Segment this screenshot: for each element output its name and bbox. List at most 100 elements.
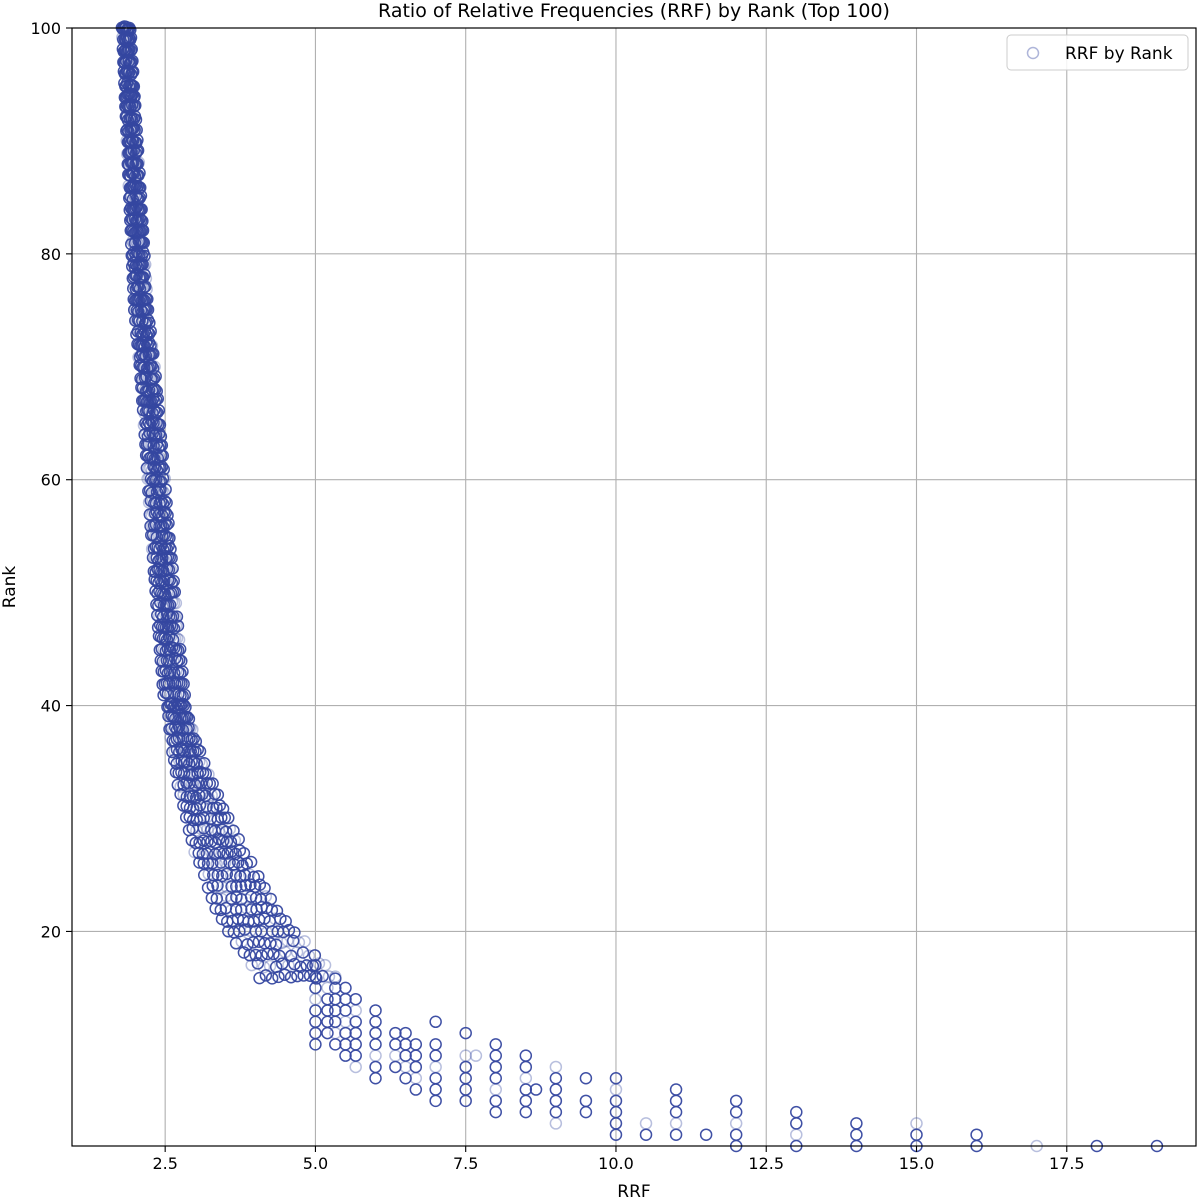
data-point <box>699 1128 713 1141</box>
y-tick-label: 100 <box>30 19 61 38</box>
data-point <box>157 463 170 476</box>
data-point <box>329 992 342 1006</box>
data-point <box>133 166 146 180</box>
data-point <box>176 697 189 711</box>
data-point <box>220 867 234 881</box>
data-point <box>369 1015 382 1029</box>
data-point <box>161 509 174 522</box>
data-point <box>579 1094 593 1108</box>
data-point <box>159 483 172 496</box>
data-point <box>489 1049 502 1062</box>
data-point <box>469 1049 483 1062</box>
data-point <box>339 992 352 1006</box>
data-point <box>145 415 159 428</box>
y-tick-label: 60 <box>41 471 61 490</box>
data-point <box>193 745 207 758</box>
data-point <box>167 753 181 767</box>
data-point <box>131 246 145 260</box>
data-point <box>216 802 230 816</box>
data-point <box>329 1004 342 1017</box>
data-point <box>286 934 300 948</box>
data-point <box>214 903 228 917</box>
data-point <box>429 1049 442 1062</box>
data-point <box>211 879 224 892</box>
data-point <box>639 1117 653 1130</box>
data-point <box>188 778 202 792</box>
data-point <box>145 359 158 373</box>
data-point <box>296 946 310 959</box>
data-point <box>176 665 189 678</box>
data-point <box>609 1071 623 1085</box>
x-tick-label: 12.5 <box>748 1154 784 1173</box>
data-point <box>519 1105 533 1119</box>
data-point <box>191 743 204 756</box>
data-point <box>177 698 191 712</box>
data-point <box>168 585 182 599</box>
data-point <box>519 1083 533 1096</box>
data-point <box>297 969 310 982</box>
data-point <box>169 596 183 610</box>
data-point <box>190 824 203 837</box>
data-point <box>349 1026 362 1040</box>
x-tick-label: 2.5 <box>152 1154 177 1173</box>
data-point <box>215 880 229 894</box>
data-point <box>291 969 304 983</box>
legend-box <box>1006 34 1189 71</box>
data-point <box>160 586 174 599</box>
data-point <box>519 1049 533 1062</box>
grid-lines <box>72 27 1196 1146</box>
data-point <box>790 1117 803 1130</box>
data-point <box>790 1128 803 1141</box>
data-point <box>196 847 210 861</box>
data-point <box>193 856 206 869</box>
data-point <box>409 1083 423 1096</box>
data-point <box>126 65 140 78</box>
data-point <box>255 949 268 962</box>
data-point <box>489 1083 502 1096</box>
data-point <box>339 1038 352 1051</box>
data-point <box>139 272 153 285</box>
data-point <box>233 924 246 938</box>
data-point <box>229 903 243 916</box>
data-point <box>399 1038 412 1051</box>
data-point <box>187 732 200 745</box>
data-point <box>171 619 185 633</box>
data-point <box>399 1026 412 1040</box>
data-point <box>303 969 317 982</box>
data-point <box>409 1071 423 1085</box>
data-point <box>669 1128 683 1141</box>
data-point <box>168 632 182 645</box>
data-point <box>167 596 181 610</box>
data-point <box>130 145 144 158</box>
data-point <box>399 1071 412 1085</box>
data-point <box>329 972 342 985</box>
data-point <box>729 1105 743 1119</box>
data-point <box>278 968 292 981</box>
data-point <box>272 970 285 984</box>
data-point <box>549 1105 563 1119</box>
data-point <box>282 923 296 937</box>
data-point <box>149 370 162 383</box>
data-point <box>166 654 180 668</box>
data-point <box>257 960 271 974</box>
data-point <box>152 404 166 417</box>
data-point <box>329 1015 342 1029</box>
data-point <box>187 755 201 769</box>
data-point <box>459 1094 472 1108</box>
data-point <box>214 856 228 869</box>
data-point <box>429 1083 442 1096</box>
data-point <box>258 881 271 895</box>
data-point <box>609 1128 623 1141</box>
data-point <box>147 347 160 360</box>
data-point <box>489 1105 502 1119</box>
data-point <box>134 189 148 202</box>
data-point <box>218 811 232 825</box>
x-tick-label: 5.0 <box>303 1154 328 1173</box>
data-point <box>251 957 265 970</box>
data-point <box>144 339 157 352</box>
data-point <box>281 934 294 948</box>
data-point <box>201 857 215 870</box>
data-point <box>349 1049 362 1062</box>
data-point <box>261 947 274 961</box>
data-point <box>309 981 322 995</box>
